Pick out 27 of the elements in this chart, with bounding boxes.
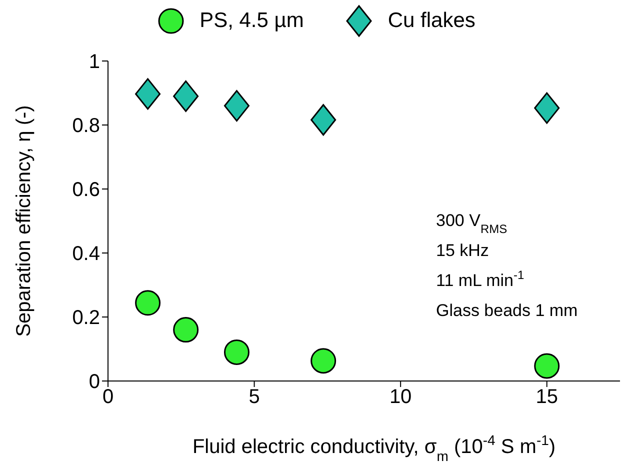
point <box>310 348 336 374</box>
y-tick-label: 0 <box>88 371 100 394</box>
annotation: 15 kHz <box>436 241 489 260</box>
point <box>173 317 199 343</box>
y-tick-label: 0.2 <box>72 307 100 330</box>
point <box>310 104 336 136</box>
legend-label: PS, 4.5 µm <box>200 9 304 33</box>
x-tick-label: 10 <box>389 386 412 408</box>
legend-label: Cu flakes <box>388 9 476 33</box>
y-tick-label: 1 <box>88 51 100 74</box>
annotation: Glass beads 1 mm <box>436 301 578 320</box>
point <box>135 290 161 316</box>
y-tick-label: 0.8 <box>72 115 100 138</box>
point <box>224 90 250 122</box>
x-tick-label: 15 <box>536 386 558 408</box>
y-tick-label: 0.4 <box>72 243 100 266</box>
y-tick-label: 0.6 <box>72 179 100 202</box>
x-tick-label: 5 <box>248 386 260 408</box>
y-axis-title: Separation efficiency, η (-) <box>13 105 35 337</box>
x-axis-title: Fluid electric conductivity, σ$_{m}$ (10$^{-4}$ S m$^{-1}$) <box>192 432 556 464</box>
point <box>224 339 250 365</box>
point <box>534 92 560 124</box>
point <box>534 353 560 379</box>
annotation: 300 V$_{RMS}$ <box>436 211 508 236</box>
point <box>135 78 161 110</box>
point <box>173 80 199 112</box>
annotation: 11 mL min$^{-1}$ <box>436 268 524 290</box>
